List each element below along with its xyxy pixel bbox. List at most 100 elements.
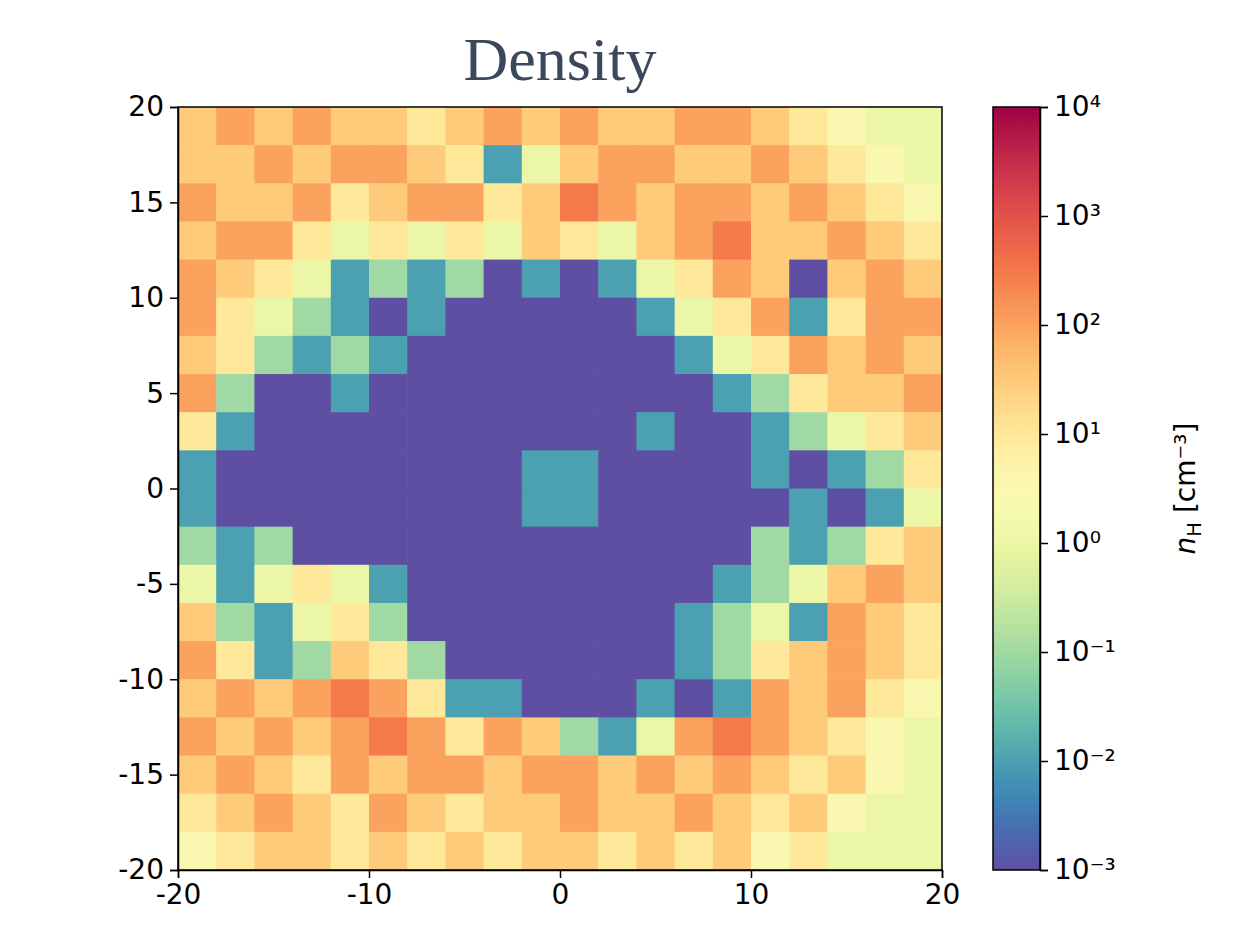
colorbar <box>993 107 1040 870</box>
cell <box>407 374 446 413</box>
cell <box>751 641 790 680</box>
cell <box>178 336 217 375</box>
cell <box>560 603 599 642</box>
cell <box>178 641 217 680</box>
cell <box>827 794 866 833</box>
cell <box>407 756 446 795</box>
cell <box>369 336 408 375</box>
tick-label: 10⁰ <box>1054 526 1101 559</box>
cell <box>560 717 599 756</box>
cell <box>407 641 446 680</box>
cell <box>445 412 484 451</box>
tick-mark <box>170 298 178 300</box>
cell <box>713 260 752 299</box>
cell <box>904 412 942 451</box>
cell <box>522 794 561 833</box>
cell <box>713 641 752 680</box>
cell <box>636 450 675 489</box>
cell <box>331 298 370 337</box>
cell <box>293 832 332 870</box>
cell <box>866 412 905 451</box>
cell <box>636 717 675 756</box>
cell <box>560 374 599 413</box>
cell <box>827 183 866 222</box>
cell <box>254 183 293 222</box>
cell <box>904 756 942 795</box>
cell <box>445 336 484 375</box>
cell <box>904 374 942 413</box>
cell <box>827 679 866 718</box>
cell <box>369 183 408 222</box>
cell <box>484 298 523 337</box>
cell <box>866 221 905 260</box>
tick-mark <box>369 870 371 878</box>
cell <box>866 565 905 604</box>
cell <box>331 717 370 756</box>
cell <box>636 489 675 528</box>
cell <box>522 298 561 337</box>
cell <box>407 107 446 146</box>
tick-mark <box>751 870 753 878</box>
cell <box>904 565 942 604</box>
cell <box>827 565 866 604</box>
cell <box>445 489 484 528</box>
tick: 0 <box>146 472 178 505</box>
cell <box>560 641 599 680</box>
cell <box>675 679 714 718</box>
cell <box>445 527 484 566</box>
cell <box>560 832 599 870</box>
cell <box>445 565 484 604</box>
cell <box>216 298 255 337</box>
tick-label: 0 <box>146 472 164 505</box>
tick: -10 <box>347 870 393 911</box>
cell <box>713 183 752 222</box>
axis: 10⁻³10⁻²10⁻¹10⁰10¹10²10³10⁴ <box>1040 90 1116 886</box>
cell <box>904 260 942 299</box>
cell <box>598 412 637 451</box>
plot-frame <box>178 107 942 870</box>
cell <box>827 603 866 642</box>
cell <box>675 717 714 756</box>
cell <box>522 565 561 604</box>
cell <box>751 374 790 413</box>
cell <box>560 183 599 222</box>
cell <box>293 450 332 489</box>
axis-line <box>1041 108 1049 871</box>
tick-mark <box>1040 652 1048 654</box>
cell <box>866 794 905 833</box>
cell <box>636 336 675 375</box>
cell <box>331 489 370 528</box>
cell <box>866 145 905 184</box>
cell <box>636 374 675 413</box>
cell <box>216 565 255 604</box>
cell <box>598 183 637 222</box>
cell <box>293 489 332 528</box>
cell <box>675 336 714 375</box>
cell <box>407 260 446 299</box>
cell <box>751 603 790 642</box>
cell <box>598 221 637 260</box>
cell <box>675 412 714 451</box>
cell <box>331 221 370 260</box>
tick-mark <box>1040 761 1048 763</box>
tick: 0 <box>552 870 570 911</box>
tick: -10 <box>118 663 178 696</box>
tick-label: 10 <box>734 878 770 911</box>
cell <box>789 756 828 795</box>
cell <box>484 832 523 870</box>
cell <box>713 107 752 146</box>
cell <box>560 298 599 337</box>
cell <box>293 107 332 146</box>
tick-mark <box>560 870 562 878</box>
tick: -15 <box>118 758 178 791</box>
cell <box>636 832 675 870</box>
cell <box>331 183 370 222</box>
cell <box>789 717 828 756</box>
cell <box>636 412 675 451</box>
tick: 15 <box>128 186 178 219</box>
cell <box>598 565 637 604</box>
cell <box>789 679 828 718</box>
tick: 10⁻² <box>1040 744 1116 777</box>
tick-label: 10⁻² <box>1054 744 1116 777</box>
cell <box>484 374 523 413</box>
